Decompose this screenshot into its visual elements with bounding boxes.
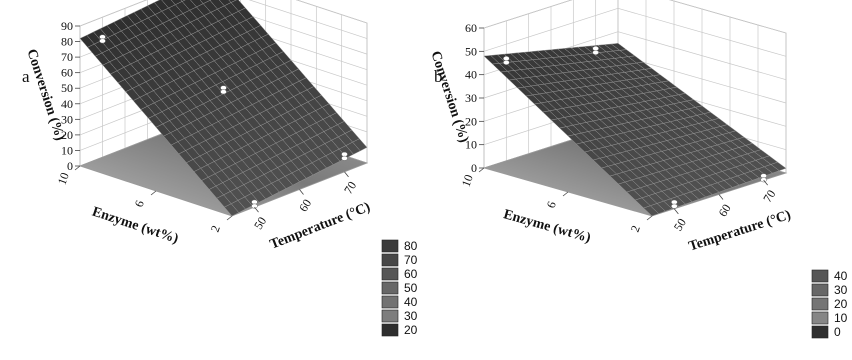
legend-label: 10 [834, 311, 848, 325]
z-tick-label: 10 [465, 138, 477, 152]
data-point [760, 173, 767, 183]
x-tick-label: 6 [132, 198, 147, 208]
z-tick-label: 60 [465, 21, 477, 35]
legend-label: 60 [404, 267, 418, 281]
z-tick-label: 40 [465, 68, 477, 82]
legend-swatch [811, 269, 829, 283]
data-point [251, 199, 258, 209]
legend-swatch [381, 323, 399, 337]
z-tick-label: 0 [67, 159, 73, 173]
legend-label: 40 [404, 295, 418, 309]
z-tick-label: 30 [465, 91, 477, 105]
z-tick-label: 50 [61, 81, 73, 95]
z-tick-label: 70 [61, 50, 73, 64]
legend-swatch [811, 283, 829, 297]
legend-swatch [381, 281, 399, 295]
legend-label: 0 [834, 325, 841, 339]
x-axis-ticks: 2 6 10 [459, 167, 653, 234]
x-tick-label: 2 [628, 223, 643, 233]
y-tick-label: 60 [715, 202, 733, 220]
y-tick-label: 70 [341, 179, 359, 197]
x-tick-label: 10 [55, 171, 72, 187]
z-tick-label: 90 [61, 19, 73, 33]
legend-swatch [381, 253, 399, 267]
y-tick-label: 70 [760, 187, 778, 205]
y-tick-label: 50 [251, 214, 269, 232]
response-surface [483, 43, 787, 217]
legend-swatch [381, 267, 399, 281]
legend-label: 70 [404, 253, 418, 267]
data-point [592, 46, 599, 55]
legend-label: 30 [834, 283, 848, 297]
z-tick-label: 40 [61, 97, 73, 111]
data-point [341, 151, 348, 161]
z-tick-label: 30 [61, 112, 73, 126]
response-surface [79, 0, 368, 217]
legend-swatch [381, 309, 399, 323]
legend-label: 50 [404, 281, 418, 295]
experimental-points [503, 46, 767, 209]
y-tick-label: 50 [671, 216, 689, 234]
z-tick-label: 20 [61, 128, 73, 142]
z-tick-label: 60 [61, 66, 73, 80]
panel-label: a [22, 67, 30, 86]
z-axis-ticks: 0 10 20 30 40 50 60 [465, 21, 484, 175]
legend-label: 40 [834, 269, 848, 283]
legend-swatch [811, 297, 829, 311]
z-tick-label: 80 [61, 35, 73, 49]
x-tick-label: 2 [208, 223, 223, 233]
legend-swatch [381, 239, 399, 253]
x-axis-ticks: 2 6 10 [55, 165, 233, 234]
data-point [503, 56, 510, 65]
legend-label: 30 [404, 309, 418, 323]
legend-swatch [811, 311, 829, 325]
y-axis-title: Temperature (°C) [687, 208, 793, 255]
legend-label: 20 [834, 297, 848, 311]
x-axis-title: Enzyme (wt%) [90, 205, 180, 247]
x-tick-label: 6 [544, 199, 559, 209]
data-point [99, 34, 106, 44]
panel-label: b [434, 67, 443, 86]
legend-swatch [381, 295, 399, 309]
y-axis-title: Temperature (°C) [268, 200, 373, 253]
data-point [220, 85, 227, 95]
z-tick-label: 10 [61, 143, 73, 157]
legend-swatch [811, 325, 829, 339]
legend-label: 20 [404, 323, 418, 337]
z-tick-label: 0 [471, 161, 477, 175]
data-point [671, 199, 678, 209]
z-tick-label: 50 [465, 44, 477, 58]
x-tick-label: 10 [459, 173, 476, 189]
legend-label: 80 [404, 239, 418, 253]
z-tick-label: 20 [465, 114, 477, 128]
x-axis-title: Enzyme (wt%) [502, 207, 593, 246]
experimental-points [99, 34, 348, 209]
y-tick-label: 60 [296, 197, 314, 215]
